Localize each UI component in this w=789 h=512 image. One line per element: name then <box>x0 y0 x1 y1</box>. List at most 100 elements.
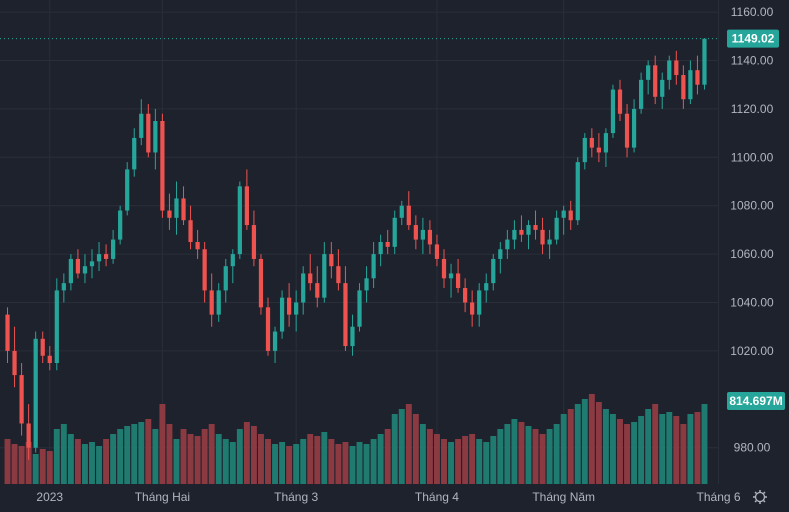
volume-bar <box>46 451 53 484</box>
candle <box>533 210 538 240</box>
price-tick-label: 1100.00 <box>731 150 774 164</box>
volume-bar <box>624 424 630 484</box>
candle-body <box>519 229 524 235</box>
candle <box>688 60 693 105</box>
candle-body <box>174 198 179 218</box>
time-axis[interactable]: 2023 Tháng Hai Tháng 3 Tháng 4 Tháng Năm Thán… <box>36 490 789 504</box>
candle <box>603 128 609 167</box>
volume-bar <box>39 449 46 484</box>
candle-body <box>89 261 95 267</box>
candle <box>582 133 587 170</box>
volume-badge: 814.697M <box>727 392 785 410</box>
candle-body <box>526 225 531 235</box>
candle-body <box>554 217 559 240</box>
candle <box>329 242 334 279</box>
volume-bar <box>673 416 680 484</box>
volume-bar <box>187 434 194 484</box>
time-tick-label: Tháng Năm <box>532 490 595 504</box>
price-tick-label: 980.00 <box>734 441 771 455</box>
candle-body <box>329 254 334 267</box>
volume-bar <box>89 442 95 484</box>
volume-bar <box>419 424 426 484</box>
candle-body <box>315 283 320 298</box>
candle-body <box>272 331 278 351</box>
price-candles <box>5 38 707 460</box>
candle-body <box>505 239 510 250</box>
volume-bar <box>384 429 391 484</box>
candle <box>660 72 665 109</box>
volume-bar <box>222 439 229 484</box>
candle-body <box>188 220 193 242</box>
candle <box>96 242 102 272</box>
volume-bar <box>67 434 74 484</box>
candle-body <box>575 162 580 221</box>
volume-bar <box>687 414 694 484</box>
candle <box>188 205 193 250</box>
volume-badge-background <box>727 392 785 410</box>
candle <box>695 55 700 95</box>
volume-bar <box>595 402 602 484</box>
volume-bar <box>377 434 384 484</box>
time-tick-label: Tháng Hai <box>135 490 190 504</box>
volume-bar <box>497 429 504 484</box>
volume-bar <box>173 439 180 484</box>
candle <box>371 242 376 288</box>
price-tick-label: 1120.00 <box>731 102 774 116</box>
volume-badge-label: 814.697M <box>729 394 782 408</box>
candle <box>181 186 186 226</box>
candle-body <box>357 290 362 327</box>
candle-body <box>202 249 207 291</box>
volume-bar <box>60 424 67 484</box>
candle-body <box>448 273 454 279</box>
volume-bar <box>335 444 342 484</box>
candle-body <box>470 302 475 315</box>
candle-body <box>230 254 235 267</box>
candle <box>301 266 306 315</box>
volume-bar <box>370 439 377 484</box>
candle <box>526 220 531 250</box>
price-tick-label: 1060.00 <box>730 247 774 261</box>
candle-body <box>631 108 637 148</box>
candle <box>547 229 552 259</box>
volume-bar <box>11 444 18 484</box>
price-badge-background <box>727 29 779 48</box>
volume-bar <box>194 436 201 484</box>
candle <box>589 128 594 158</box>
candle-body <box>19 375 24 424</box>
candle <box>631 99 637 153</box>
candle-body <box>653 65 658 97</box>
volume-bar <box>652 404 659 484</box>
time-tick-label: 2023 <box>36 490 63 504</box>
candle-body <box>667 60 672 80</box>
candle <box>667 55 672 90</box>
candle-body <box>167 210 172 218</box>
candle-body <box>589 137 594 148</box>
candle-body <box>68 258 73 284</box>
candle <box>702 38 707 90</box>
candle-body <box>568 210 573 221</box>
candle-body <box>209 290 214 315</box>
volume-bar <box>243 422 250 484</box>
volume-bar <box>455 439 462 484</box>
candle-body <box>322 254 327 298</box>
volume-bar <box>215 434 222 484</box>
candle-body <box>596 147 601 153</box>
volume-bar <box>504 424 511 484</box>
candle-body <box>82 266 88 274</box>
candle <box>195 229 200 259</box>
candle <box>336 249 341 291</box>
candle <box>568 200 573 230</box>
volume-bar <box>434 434 440 484</box>
price-tick-label: 1040.00 <box>730 296 774 310</box>
settings-button[interactable] <box>753 490 767 504</box>
candle-body <box>265 307 271 351</box>
candle-body <box>378 242 383 255</box>
price-axis[interactable]: 1160.00 1140.00 1120.00 1100.00 1080.00 1060.… <box>730 5 774 455</box>
candle <box>561 205 566 235</box>
candle <box>118 205 123 245</box>
candle <box>75 249 81 279</box>
candle-body <box>603 133 609 153</box>
candle-body <box>47 355 52 363</box>
last-price-badge: 1149.02 <box>727 29 779 48</box>
